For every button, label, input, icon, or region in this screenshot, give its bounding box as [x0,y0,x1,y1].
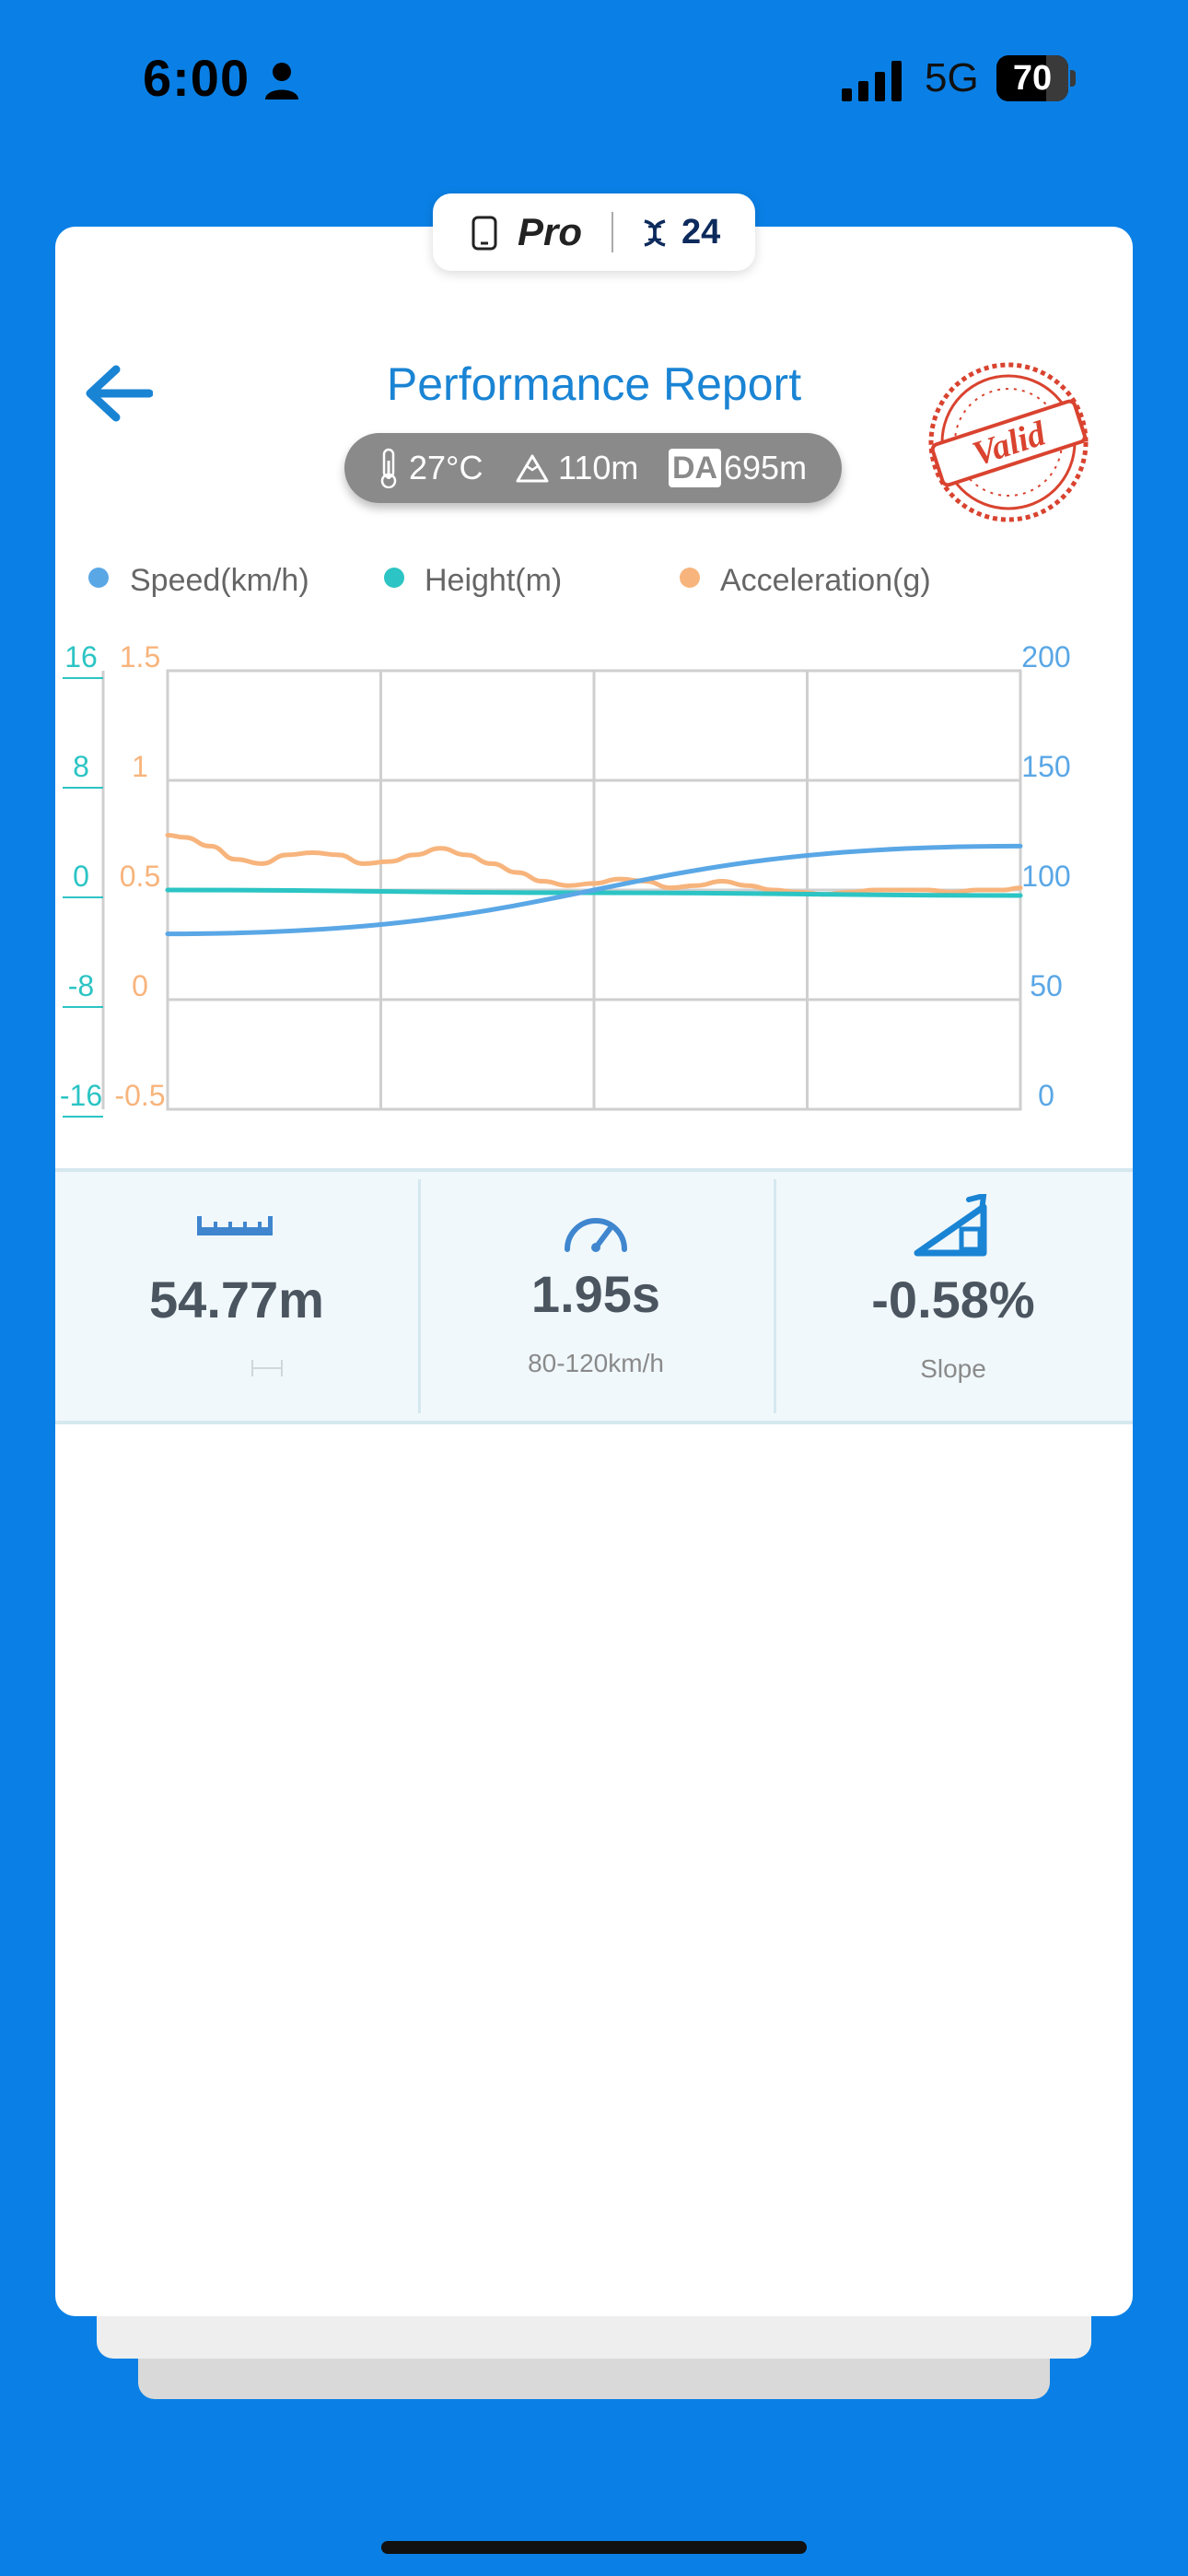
card-stack-middle [97,2313,1091,2359]
network-type: 5G [925,55,979,100]
pro-badge[interactable]: Pro 24 [433,193,755,271]
speed-tick-label: 50 [1030,969,1063,1002]
badge-divider [611,212,613,252]
height-tick-label: -8 [68,969,94,1002]
edition-label: Pro [518,210,583,253]
height-line [165,887,1023,898]
badge-count: 24 [681,213,721,252]
height-tick-label: 16 [64,640,98,673]
slope-label: Slope [920,1354,986,1383]
acceleration-tick-label: -0.5 [114,1079,165,1112]
speed-line [165,843,1023,937]
mountain-icon [516,454,549,483]
slope-value: -0.58% [871,1270,1035,1329]
height-tick-label: 8 [73,750,89,783]
valid-stamp: Valid [928,362,1089,522]
speed-tick-label: 100 [1021,860,1070,893]
status-time: 6:00 [143,49,250,107]
speedometer-icon [565,1218,627,1252]
acceleration-tick-label: 1 [132,750,148,783]
battery-icon: 70 [996,55,1076,101]
time-value: 1.95s [530,1265,661,1323]
legend-acceleration[interactable]: Acceleration(g) [720,563,931,598]
stat-divider [418,1179,421,1413]
density-altitude: 695m [724,449,808,486]
speed-tick-label: 200 [1021,640,1070,673]
slope-icon [914,1194,987,1257]
legend-dot-acceleration [680,568,700,588]
home-indicator[interactable] [381,2541,807,2554]
acceleration-line [165,833,1023,897]
conditions-pill: 27°C 110m DA 695m [344,433,842,503]
legend-height[interactable]: Height(m) [425,563,563,598]
battery-level: 70 [1012,59,1053,98]
height-tick-label: 0 [73,860,89,893]
acceleration-tick-label: 0 [132,969,148,1002]
range-icon [251,1360,283,1376]
legend-speed[interactable]: Speed(km/h) [130,563,309,598]
height-tick-label: -16 [60,1079,102,1112]
person-icon [265,63,298,100]
legend-dot-height [384,568,404,588]
speed-tick-label: 150 [1021,750,1070,783]
acceleration-tick-label: 1.5 [120,640,160,673]
stats-panel: 54.77m 1.95s 80-120km/h -0.58% Slope [55,1168,1133,1424]
acceleration-tick-label: 0.5 [120,860,160,893]
temperature: 27°C [409,449,483,486]
phone-icon [472,216,497,251]
card-stack-back [138,2359,1050,2399]
thermometer-icon [380,448,397,488]
page-title: Performance Report [386,358,802,410]
dna-icon [644,219,666,247]
speed-range: 80-120km/h [528,1349,664,1377]
da-label: DA [669,449,722,487]
stat-divider [774,1179,776,1413]
performance-chart: 16 1.5 200 8 1 150 0 0.5 100 -8 0 50 -16 -0.5 0 [60,640,1071,1118]
signal-icon [842,61,902,101]
legend-dot-speed [88,568,109,588]
speed-tick-label: 0 [1038,1079,1054,1112]
ruler-icon [197,1216,273,1235]
altitude: 110m [558,449,639,486]
back-arrow-icon[interactable] [83,364,153,423]
distance-value: 54.77m [149,1270,324,1329]
